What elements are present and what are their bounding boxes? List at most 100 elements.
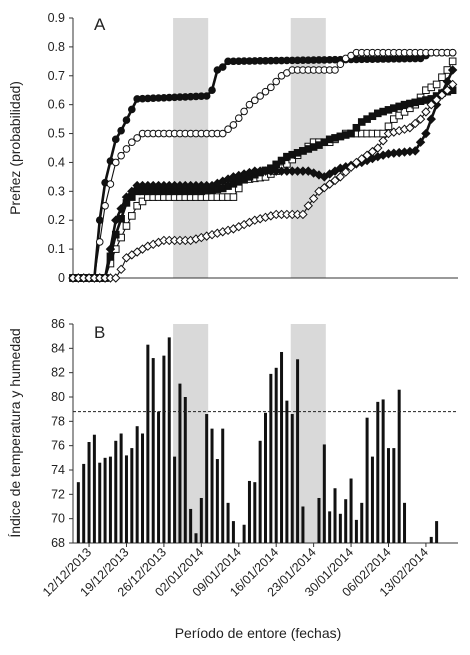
bar [392, 448, 396, 543]
bar [189, 508, 193, 543]
series-6-point [426, 99, 436, 110]
panel-a: 0 0.1 0.2 0.3 0.4 0.5 0.6 0.7 0.8 0.9 A Preñez (pro… [7, 11, 458, 285]
series-6-point [415, 114, 426, 124]
series-2-point [261, 87, 270, 96]
series-5-point [127, 186, 137, 197]
y-tick-label: 0.6 [48, 98, 65, 112]
series-6-point [303, 201, 313, 211]
series-3-point [432, 80, 441, 89]
bar [135, 426, 139, 543]
bar [354, 519, 358, 543]
panel-label-b: B [94, 323, 105, 342]
bar [87, 442, 91, 543]
series-6-point [405, 123, 415, 133]
series-6-point [431, 95, 442, 105]
series-2-point [331, 66, 339, 74]
bar [146, 344, 150, 543]
series-3-point [128, 212, 136, 220]
bar [173, 456, 177, 543]
bar [151, 358, 155, 543]
series-6-point [437, 90, 447, 100]
bar [285, 400, 289, 543]
series-5-point [410, 146, 420, 156]
bar [210, 428, 214, 543]
bar [301, 506, 305, 543]
series-3-point [229, 193, 238, 201]
bar [215, 459, 219, 543]
series-2-point [117, 151, 125, 160]
bar [296, 359, 300, 543]
series-5 [68, 65, 458, 283]
bar [167, 337, 171, 543]
series-2-point [245, 100, 254, 109]
series-1 [69, 48, 457, 282]
bar [124, 455, 128, 543]
series-2-point [122, 145, 131, 153]
series-6-point [335, 172, 346, 182]
bar [231, 521, 235, 543]
series-6-point [357, 154, 367, 164]
bar [82, 463, 86, 543]
series-1-point [202, 92, 211, 100]
bar [221, 428, 225, 543]
y-tick-label: 84 [51, 341, 65, 355]
bar [328, 511, 332, 543]
series-6-point [319, 183, 330, 193]
series-3-point [438, 73, 446, 82]
series-2-point [240, 107, 248, 116]
bar [141, 433, 145, 543]
bar [344, 499, 348, 543]
bar [365, 417, 369, 543]
y-tick-label: 0.9 [48, 11, 65, 25]
bar [397, 389, 401, 543]
bar [247, 480, 251, 543]
y-tick-label: 0.7 [48, 69, 65, 83]
bar [370, 456, 374, 543]
series-5-point [121, 192, 132, 202]
series-2 [69, 48, 457, 282]
x-axis-label: Período de entore (fechas) [175, 625, 342, 641]
bar [317, 497, 321, 543]
series-1-point [122, 116, 131, 124]
bar [376, 401, 380, 543]
series-2-point [106, 180, 115, 188]
y-tick-label: 0.1 [48, 242, 65, 256]
series-6-point [308, 193, 319, 204]
series-3-point [384, 122, 393, 131]
series-4-point [347, 129, 355, 138]
bar [349, 478, 353, 543]
panel-b: 6870727476788082848612/12/201319/12/2013… [7, 317, 458, 641]
bar [76, 482, 80, 543]
bar [429, 536, 433, 543]
bar [242, 524, 246, 543]
series-2-point [267, 83, 275, 92]
bar [183, 397, 187, 543]
series-3-point [133, 201, 141, 210]
series-5-point [415, 137, 426, 147]
bar [274, 367, 278, 543]
series-6-point [421, 107, 431, 117]
bar [162, 355, 166, 543]
series-2-point [272, 77, 280, 86]
series-6-point [442, 85, 453, 95]
y-axis-label-a: Preñez (probabilidad) [7, 81, 23, 215]
series-2-point [336, 60, 345, 69]
bar [226, 502, 230, 543]
bar [178, 383, 182, 543]
series-2-point [111, 158, 120, 167]
series-5-point [447, 65, 458, 75]
y-tick-label: 74 [51, 463, 65, 477]
bar [119, 433, 123, 543]
bar [403, 502, 407, 543]
series-2-point [234, 114, 243, 122]
series-3-point [138, 197, 147, 206]
shaded-period-2 [290, 324, 326, 543]
bar [130, 448, 134, 543]
series-2-point [256, 92, 264, 100]
y-tick-label: 82 [51, 366, 65, 380]
series-2-point [251, 96, 259, 105]
series-2-point [133, 134, 141, 142]
bar [290, 414, 294, 543]
bar [98, 462, 102, 543]
